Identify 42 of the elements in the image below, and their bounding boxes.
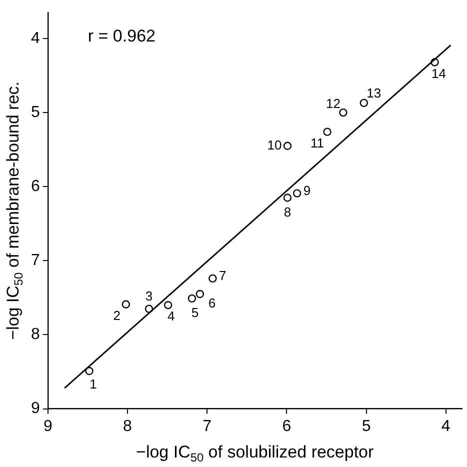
annotation: 9: [303, 182, 311, 198]
y-tick-label: 9: [30, 400, 40, 418]
annotation: 8: [284, 204, 292, 220]
point: [430, 58, 439, 66]
annotation: 1: [90, 376, 97, 392]
annotation: 12: [326, 96, 340, 112]
y-tick-label: 4: [30, 30, 40, 47]
point: [292, 189, 302, 198]
point: [323, 128, 332, 136]
y-axis-title: −log IC50 of membrane-bound rec.: [4, 81, 26, 340]
y-tick-label: 5: [30, 104, 40, 121]
point: [360, 98, 368, 108]
x-tick-label: 8: [123, 418, 132, 435]
y-tick-label: 6: [30, 178, 40, 196]
y-tick-label: 8: [30, 326, 40, 344]
point: [283, 142, 292, 150]
x-tick-label: 4: [441, 418, 450, 435]
annotation: 14: [432, 66, 446, 81]
x-tick-label: 6: [282, 418, 292, 435]
annotation: 2: [113, 308, 121, 323]
x-tick-label: 5: [362, 418, 371, 435]
point: [208, 274, 217, 283]
point: [339, 108, 348, 117]
annotation: r = 0.962: [88, 26, 156, 46]
point: [283, 194, 292, 202]
annotation: 6: [208, 296, 216, 311]
point: [164, 301, 172, 310]
x-tick-label: 7: [202, 418, 212, 435]
annotation: 11: [310, 135, 324, 150]
point: [196, 290, 204, 298]
point: [144, 304, 154, 313]
point: [188, 294, 196, 303]
annotation: 10: [267, 137, 282, 152]
annotation: 7: [219, 268, 226, 284]
x-tick-label: 9: [43, 418, 52, 435]
annotation: 3: [145, 288, 153, 304]
annotation: 13: [366, 86, 382, 101]
point: [85, 366, 94, 376]
point: [122, 300, 130, 308]
y-tick-label: 7: [30, 252, 40, 270]
annotation: 5: [191, 305, 199, 320]
annotation: 4: [167, 308, 175, 324]
